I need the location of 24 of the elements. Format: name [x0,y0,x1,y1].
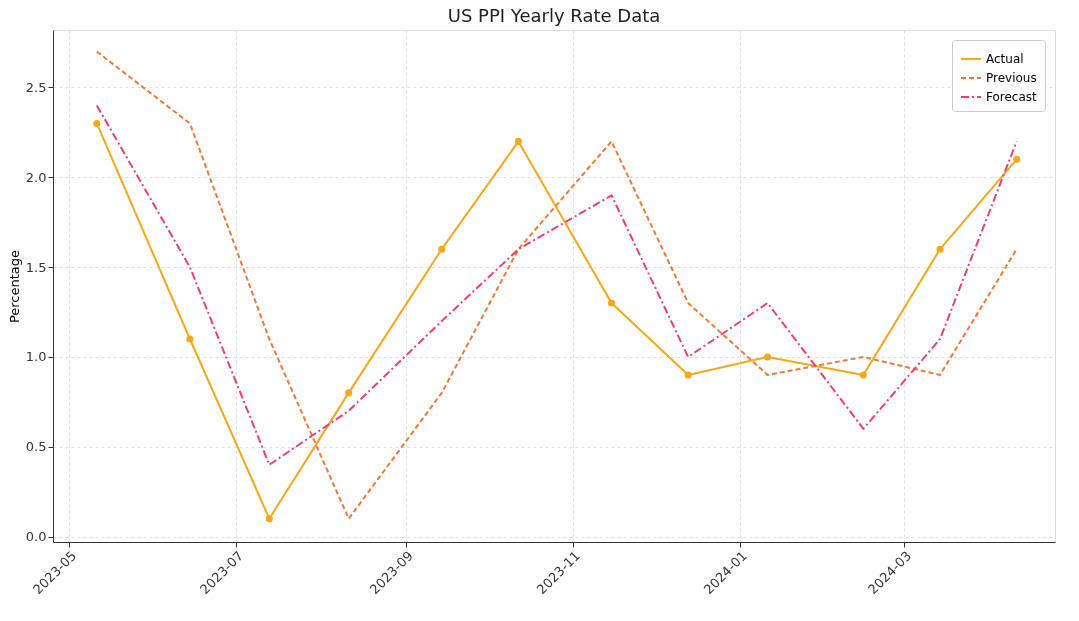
y-axis-title: Percentage [6,249,22,324]
chart-title: US PPI Yearly Rate Data [447,5,661,26]
y-tick-label: 0.5 [25,439,47,455]
legend-label: Forecast [986,90,1038,104]
y-tick-label: 2.5 [25,79,47,95]
legend-label: Previous [986,71,1037,85]
y-tick-label: 0.0 [25,529,47,545]
point [764,353,772,361]
y-tick-label: 1.5 [25,259,47,275]
point [345,389,353,397]
point [514,137,522,145]
legend-label: Actual [986,52,1024,66]
point [936,245,944,253]
line-series [95,104,1018,466]
point [93,119,101,127]
point [607,299,616,307]
point [684,371,692,379]
point [1013,155,1021,163]
point [859,371,867,379]
point [265,515,273,523]
point [438,245,446,253]
y-tick-label: 1.0 [25,349,47,365]
point [186,335,194,343]
y-tick-label: 2.0 [25,169,47,185]
